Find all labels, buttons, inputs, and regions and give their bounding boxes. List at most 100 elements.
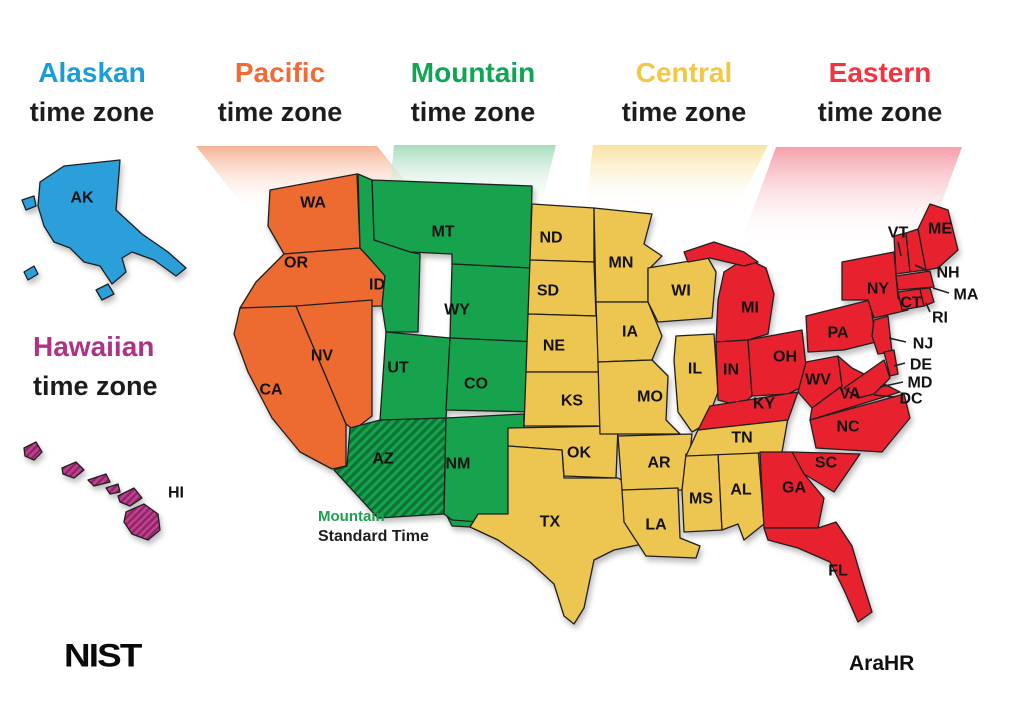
zone-header-alaskan: Alaskan time zone [0, 57, 187, 127]
pointer-line-MD [879, 381, 904, 388]
zone-alaskan [21, 159, 187, 301]
state-ID [357, 173, 421, 333]
zone-header-hawaiian: Hawaiian time zone [33, 331, 253, 401]
state-label-MA: MA [954, 287, 979, 304]
state-label-FL: FL [828, 563, 848, 580]
state-label-OR: OR [284, 255, 308, 272]
state-MO [597, 359, 681, 435]
state-FL [763, 521, 873, 623]
state-label-WY: WY [444, 302, 470, 319]
state-NJ [871, 315, 893, 355]
pointer-line-DE [893, 362, 906, 367]
state-RI [919, 287, 935, 307]
state-label-VA: VA [839, 386, 860, 403]
state-label-NJ: NJ [913, 336, 933, 353]
state-label-NY: NY [867, 281, 890, 298]
state-label-CO: CO [464, 376, 488, 393]
state-label-AZ: AZ [372, 451, 394, 468]
zone-sub-mountain: time zone [410, 96, 536, 127]
state-PA [805, 299, 877, 353]
state-LA [621, 487, 701, 559]
credit-text: AraHR [849, 652, 915, 675]
state-OR [239, 247, 386, 309]
zone-hawaiian [23, 441, 161, 541]
zone-name-hawaiian: Hawaiian [33, 331, 155, 362]
zone-name-mountain: Mountain [410, 57, 536, 88]
state-label-MN: MN [609, 255, 634, 272]
pointer-line-RI [925, 302, 931, 313]
mst-annotation: Mountain Standard Time [318, 508, 429, 546]
state-label-ME: ME [928, 221, 952, 238]
zone-pacific [233, 173, 386, 470]
state-label-MO: MO [637, 389, 663, 406]
state-label-WV: WV [805, 372, 831, 389]
zone-sub-hawaiian: time zone [33, 370, 158, 401]
state-label-HI: HI [168, 485, 184, 502]
zone-header-central: Central time zone [589, 57, 779, 127]
state-label-AK: AK [70, 190, 94, 207]
state-HI [123, 503, 161, 541]
state-AZ [333, 417, 447, 519]
state-label-PA: PA [827, 325, 848, 342]
state-label-TN: TN [731, 430, 752, 447]
state-HI [61, 461, 85, 479]
pointer-line-NH [914, 264, 931, 273]
state-MI [683, 241, 759, 267]
state-DE [883, 349, 899, 377]
pointer-line-MA [932, 287, 950, 294]
state-label-KS: KS [561, 393, 584, 410]
state-label-WA: WA [300, 195, 326, 212]
mst-annotation-line1: Mountain [318, 508, 385, 525]
state-label-IA: IA [622, 324, 638, 341]
state-labels: AK HI WA OR CA NV MT ID WY UT CO AZ NM ND SD NE KS OK TX MN… [70, 190, 978, 580]
state-label-ND: ND [539, 230, 562, 247]
state-NV [295, 299, 373, 431]
pointer-line-NJ [888, 337, 907, 343]
zone-name-alaskan: Alaskan [38, 57, 146, 88]
zone-sub-central: time zone [621, 96, 747, 127]
zone-header-eastern: Eastern time zone [785, 57, 975, 127]
state-OH [747, 329, 809, 397]
zone-sub-eastern: time zone [817, 96, 943, 127]
zone-header-mountain: Mountain time zone [378, 57, 568, 127]
zone-eastern [683, 203, 959, 623]
state-label-IN: IN [723, 362, 739, 379]
state-HI [117, 487, 143, 507]
pointer-line-VT [897, 241, 902, 257]
state-label-KY: KY [753, 396, 776, 413]
state-label-ID: ID [369, 277, 385, 294]
state-AK [21, 195, 37, 211]
state-label-RI: RI [932, 310, 948, 327]
state-label-SD: SD [537, 283, 559, 300]
state-label-NC: NC [836, 419, 860, 436]
state-CO [445, 337, 539, 413]
state-label-CA: CA [259, 382, 283, 399]
state-label-WI: WI [671, 283, 691, 300]
state-TX [469, 445, 653, 625]
state-IA [595, 301, 663, 363]
state-label-TX: TX [540, 514, 561, 531]
state-AK [95, 283, 115, 301]
state-label-OH: OH [773, 349, 797, 366]
state-label-CT: CT [900, 295, 922, 312]
state-HI [87, 473, 111, 487]
map-shapes [21, 159, 959, 625]
state-AK [37, 159, 187, 285]
state-label-MS: MS [689, 491, 713, 508]
state-label-LA: LA [645, 517, 667, 534]
state-label-VT: VT [888, 225, 909, 242]
state-label-NH: NH [936, 265, 959, 282]
state-label-NM: NM [446, 456, 471, 473]
state-label-AL: AL [730, 482, 752, 499]
state-label-OK: OK [567, 445, 591, 462]
state-NC [809, 393, 911, 453]
beam-eastern [740, 147, 962, 248]
state-label-GA: GA [782, 480, 806, 497]
zone-mountain [333, 173, 539, 528]
state-label-SC: SC [815, 455, 838, 472]
state-HI [105, 483, 121, 495]
state-HI [23, 441, 43, 461]
state-label-DE: DE [910, 357, 933, 374]
state-label-NE: NE [543, 338, 566, 355]
